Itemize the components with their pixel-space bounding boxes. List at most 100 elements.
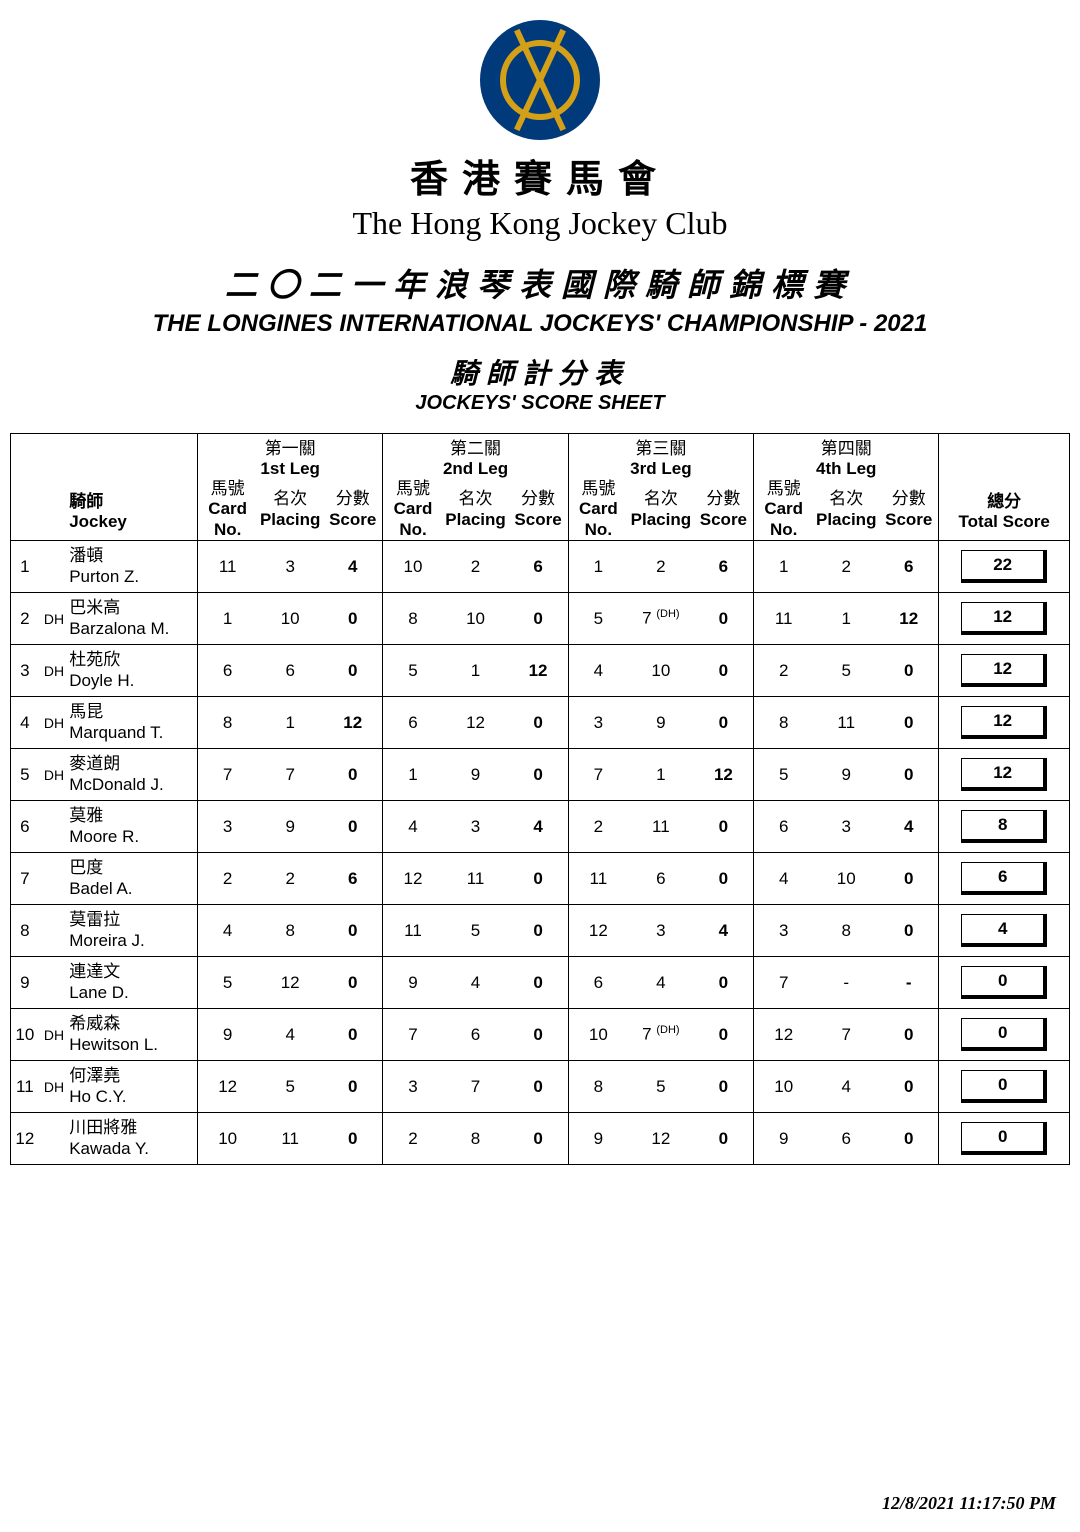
- dh-cell: [39, 1113, 69, 1165]
- jockey-cell: 潘頓Purton Z.: [69, 541, 197, 593]
- placing-cell: 3: [628, 905, 694, 957]
- placing-cell: 7: [813, 1009, 879, 1061]
- placing-cell: 5: [257, 1061, 323, 1113]
- score-cell: 0: [323, 957, 383, 1009]
- placing-cell: 12: [628, 1113, 694, 1165]
- jockey-cell: 麥道朗McDonald J.: [69, 749, 197, 801]
- score-cell: 6: [694, 541, 754, 593]
- score-cell: 0: [879, 749, 939, 801]
- rank-cell: 12: [11, 1113, 39, 1165]
- placing-cell: 12: [257, 957, 323, 1009]
- card-cell: 7: [198, 749, 258, 801]
- dh-cell: [39, 541, 69, 593]
- score-cell: 12: [323, 697, 383, 749]
- sheet-title-en: JOCKEYS' SCORE SHEET: [10, 392, 1070, 415]
- hkjc-logo: [480, 20, 600, 140]
- placing-cell: 3: [443, 801, 509, 853]
- placing-cell: 1: [443, 645, 509, 697]
- total-cell: 12: [939, 749, 1070, 801]
- placing-cell: 8: [813, 905, 879, 957]
- leg1-zh: 第一關: [265, 439, 316, 458]
- table-row: 3DH杜苑欣Doyle H.6605112410025012: [11, 645, 1070, 697]
- jockey-cell: 莫雅Moore R.: [69, 801, 197, 853]
- jockey-cell: 杜苑欣Doyle H.: [69, 645, 197, 697]
- score-cell: 0: [879, 905, 939, 957]
- score-table: 騎師 Jockey 第一關1st Leg 第二關2nd Leg 第三關3rd L…: [10, 433, 1070, 1165]
- card-cell: 11: [754, 593, 814, 645]
- total-cell: 6: [939, 853, 1070, 905]
- leg2-en: 2nd Leg: [443, 459, 508, 478]
- table-row: 6莫雅Moore R.39043421106348: [11, 801, 1070, 853]
- card-cell: 5: [754, 749, 814, 801]
- card-cell: 9: [383, 957, 443, 1009]
- table-row: 2DH巴米高Barzalona M.1100810057 (DH)0111121…: [11, 593, 1070, 645]
- card-cell: 8: [383, 593, 443, 645]
- placing-cell: 4: [628, 957, 694, 1009]
- card-cell: 2: [383, 1113, 443, 1165]
- dh-cell: DH: [39, 1061, 69, 1113]
- leg4-zh: 第四關: [821, 439, 872, 458]
- dh-cell: DH: [39, 1009, 69, 1061]
- total-cell: 4: [939, 905, 1070, 957]
- score-cell: 0: [508, 593, 568, 645]
- score-cell: 0: [694, 645, 754, 697]
- placing-cell: 1: [628, 749, 694, 801]
- placing-cell: 4: [257, 1009, 323, 1061]
- score-cell: 0: [694, 697, 754, 749]
- score-cell: 0: [323, 1113, 383, 1165]
- placing-cell: 8: [257, 905, 323, 957]
- placing-cell: 6: [628, 853, 694, 905]
- jockey-cell: 連達文Lane D.: [69, 957, 197, 1009]
- placing-cell: 3: [813, 801, 879, 853]
- total-cell: 0: [939, 1113, 1070, 1165]
- card-cell: 10: [383, 541, 443, 593]
- total-cell: 12: [939, 593, 1070, 645]
- card-cell: 3: [198, 801, 258, 853]
- card-cell: 3: [754, 905, 814, 957]
- score-cell: 0: [879, 1009, 939, 1061]
- card-cell: 4: [383, 801, 443, 853]
- placing-cell: 5: [813, 645, 879, 697]
- score-cell: 12: [879, 593, 939, 645]
- rank-cell: 3: [11, 645, 39, 697]
- card-cell: 2: [754, 645, 814, 697]
- card-cell: 10: [198, 1113, 258, 1165]
- col-total-zh: 總分: [987, 492, 1021, 511]
- table-row: 11DH何澤堯Ho C.Y.125037085010400: [11, 1061, 1070, 1113]
- score-cell: 0: [508, 853, 568, 905]
- rank-cell: 5: [11, 749, 39, 801]
- dh-cell: DH: [39, 645, 69, 697]
- placing-cell: 2: [813, 541, 879, 593]
- placing-cell: 4: [443, 957, 509, 1009]
- jockey-cell: 巴度Badel A.: [69, 853, 197, 905]
- org-name-zh: 香港賽馬會: [10, 148, 1070, 203]
- score-cell: 0: [508, 749, 568, 801]
- score-cell: 0: [694, 853, 754, 905]
- dh-cell: DH: [39, 593, 69, 645]
- placing-cell: 2: [443, 541, 509, 593]
- rank-cell: 1: [11, 541, 39, 593]
- rank-cell: 7: [11, 853, 39, 905]
- card-cell: 1: [198, 593, 258, 645]
- total-cell: 0: [939, 1009, 1070, 1061]
- score-cell: 6: [508, 541, 568, 593]
- rank-cell: 8: [11, 905, 39, 957]
- dh-cell: [39, 957, 69, 1009]
- card-cell: 4: [198, 905, 258, 957]
- placing-cell: 9: [813, 749, 879, 801]
- score-cell: 12: [508, 645, 568, 697]
- rank-cell: 10: [11, 1009, 39, 1061]
- score-cell: 0: [694, 957, 754, 1009]
- dh-cell: DH: [39, 749, 69, 801]
- jockey-cell: 莫雷拉Moreira J.: [69, 905, 197, 957]
- jockey-cell: 馬昆Marquand T.: [69, 697, 197, 749]
- leg4-en: 4th Leg: [816, 459, 876, 478]
- placing-cell: 6: [813, 1113, 879, 1165]
- score-cell: 0: [879, 1113, 939, 1165]
- score-cell: 6: [323, 853, 383, 905]
- score-cell: 4: [694, 905, 754, 957]
- placing-cell: 11: [628, 801, 694, 853]
- card-cell: 8: [568, 1061, 628, 1113]
- placing-cell: 11: [813, 697, 879, 749]
- score-cell: 4: [508, 801, 568, 853]
